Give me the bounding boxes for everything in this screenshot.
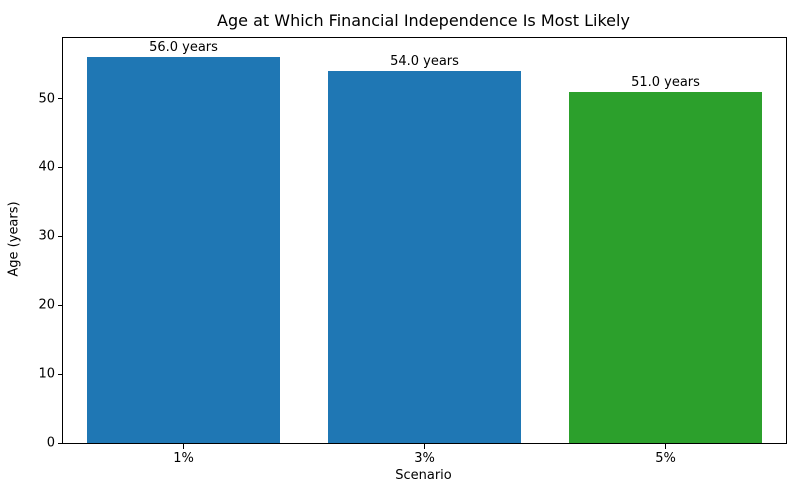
y-tick-label: 0 bbox=[46, 435, 55, 451]
bar-5% bbox=[569, 91, 762, 443]
x-tick-label-1%: 1% bbox=[173, 451, 194, 466]
y-tick-label: 20 bbox=[38, 297, 55, 313]
y-tick-mark bbox=[58, 304, 63, 306]
bar-value-label: 56.0 years bbox=[149, 40, 218, 56]
y-axis-label: Age (years) bbox=[6, 201, 22, 277]
y-tick-mark bbox=[58, 373, 63, 375]
y-tick-mark bbox=[58, 442, 63, 444]
y-tick-mark bbox=[58, 166, 63, 168]
y-tick-label: 50 bbox=[38, 91, 55, 107]
bar-value-label: 54.0 years bbox=[390, 54, 459, 70]
x-tick-mark bbox=[424, 444, 425, 449]
y-tick-mark bbox=[58, 235, 63, 237]
y-tick-label: 30 bbox=[38, 228, 55, 244]
bar-value-label: 51.0 years bbox=[631, 74, 700, 90]
y-tick-label: 10 bbox=[38, 366, 55, 382]
y-tick-label: 40 bbox=[38, 159, 55, 175]
plot-area: 0 10 20 30 40 50 1% 3% 5% 56.0 years 54.0 years 5… bbox=[38, 37, 787, 466]
x-tick-mark bbox=[665, 444, 666, 449]
x-axis-label: Scenario bbox=[395, 468, 452, 483]
y-tick-mark bbox=[58, 98, 63, 100]
x-tick-mark bbox=[183, 444, 184, 449]
x-tick-label-3%: 3% bbox=[414, 451, 435, 466]
bar-3% bbox=[328, 71, 521, 443]
bar-1% bbox=[87, 57, 280, 443]
chart-title: Age at Which Financial Independence Is M… bbox=[217, 11, 630, 30]
x-tick-label-5%: 5% bbox=[655, 451, 676, 466]
